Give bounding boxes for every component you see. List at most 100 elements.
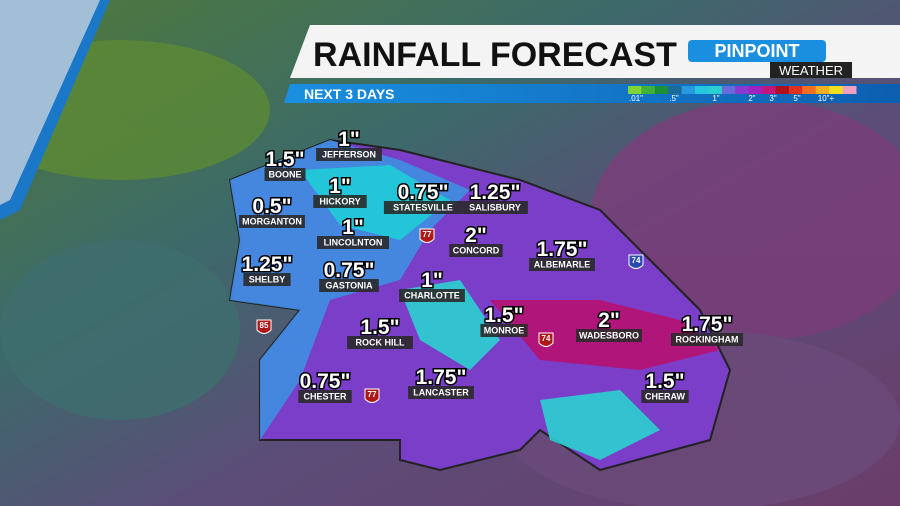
legend-swatch [681,86,696,94]
city-name-box [298,390,352,403]
city-name-box [529,258,595,271]
rain-amount: 1.75" [416,366,467,389]
city-name: ROCKINGHAM [676,334,739,344]
rain-area-cyan [540,390,660,460]
rain-amount: 0.75" [300,370,351,393]
rain-amount: 0.75" [324,259,375,282]
subtitle: NEXT 3 DAYS [304,86,395,102]
highway-number: 85 [260,321,269,330]
city-name-box [480,324,528,337]
rain-amount: 0.5" [252,195,291,218]
city-name-box [347,336,413,349]
city-name: WADESBORO [579,330,639,340]
legend-label: 2" [748,94,755,103]
highway-shield [628,254,644,269]
city-name-box [317,236,389,249]
legend-swatch [829,86,844,94]
title: RAINFALL FORECAST [313,36,677,74]
side-stripe [0,0,100,205]
legend-swatch [654,86,669,94]
legend-swatch [628,86,642,94]
highway-shield [538,332,554,347]
rain-amount: 1.75" [537,238,588,261]
city-name: CONCORD [453,245,500,255]
highway-number: 77 [423,230,432,239]
city-name: CHESTER [303,391,347,401]
rain-amount: 1.25" [470,181,521,204]
city-name: HICKORY [319,196,360,206]
legend-strip: .01" .5" 1" 2" 3" 5" 10"+ [628,86,857,103]
rain-area-cyan [400,280,500,370]
legend-swatch [641,86,656,94]
city-name: LANCASTER [413,387,469,397]
rain-amount: 2" [598,309,620,332]
city-name: MORGANTON [242,216,302,226]
rain-amount: 1.5" [645,370,684,393]
legend-swatch [842,86,857,94]
rain-amount: 1.75" [682,313,733,336]
logo-badge-lower [770,62,852,78]
rain-amount: 1.5" [265,148,304,171]
city-name: LINCOLNTON [324,237,383,247]
city-name-box [383,201,463,214]
rain-amount: 0.75" [398,181,449,204]
rain-amount: 1" [329,175,351,198]
legend-label: 3" [769,94,776,103]
legend-label: .01" [629,94,643,103]
legend-label: .5" [669,94,679,103]
highway-number: 74 [632,256,641,265]
city-name: CHARLOTTE [404,290,460,300]
rain-amount: 1" [342,216,364,239]
legend-swatch [762,86,777,94]
legend-swatch [748,86,763,94]
logo-bottom: WEATHER [779,63,843,78]
rain-amount: 1.25" [242,253,293,276]
legend-swatch [721,86,736,94]
city-name: ALBEMARLE [534,259,591,269]
city-name: MONROE [484,325,525,335]
legend-swatch [788,86,803,94]
title-banner [290,25,900,78]
city-name-box [316,148,382,161]
city-name: STATESVILLE [393,202,453,212]
legend-swatch [775,86,790,94]
city-name: JEFFERSON [322,149,376,159]
city-name: SALISBURY [469,202,521,212]
city-name-box [313,195,367,208]
city-name-box [243,273,291,286]
city-name-box [239,215,305,228]
city-name-box [449,244,503,257]
rain-amount: 1" [421,269,443,292]
city-name-box [264,168,306,181]
logo-top: PINPOINT [714,41,799,61]
legend-swatch [708,86,723,94]
city-name-box [671,333,743,346]
rain-amount: 1.5" [360,316,399,339]
city-name-box [576,329,642,342]
city-name: BOONE [268,169,301,179]
city-name-box [641,390,689,403]
legend-label: 10"+ [818,94,835,103]
city-name: ROCK HILL [356,337,405,347]
legend-swatch [815,86,830,94]
city-name-box [408,386,474,399]
highway-shield [419,228,435,243]
labels: 7785747477JEFFERSON1"BOONE1.5"HICKORY1"M… [239,127,743,403]
logo-badge [688,40,826,62]
legend-swatch [735,86,750,94]
highway-shield [364,388,380,403]
legend-swatch [695,86,709,94]
rain-amount: 2" [465,224,487,247]
highway-number: 77 [368,390,377,399]
city-name: GASTONIA [325,280,373,290]
highway-number: 74 [542,334,551,343]
rain-amount: 1.5" [484,304,523,327]
city-name-box [319,279,379,292]
city-name-box [399,289,465,302]
city-name: CHERAW [645,391,686,401]
highway-shield [256,319,272,334]
rain-area-cyan [300,165,450,240]
legend-label: 5" [793,94,800,103]
